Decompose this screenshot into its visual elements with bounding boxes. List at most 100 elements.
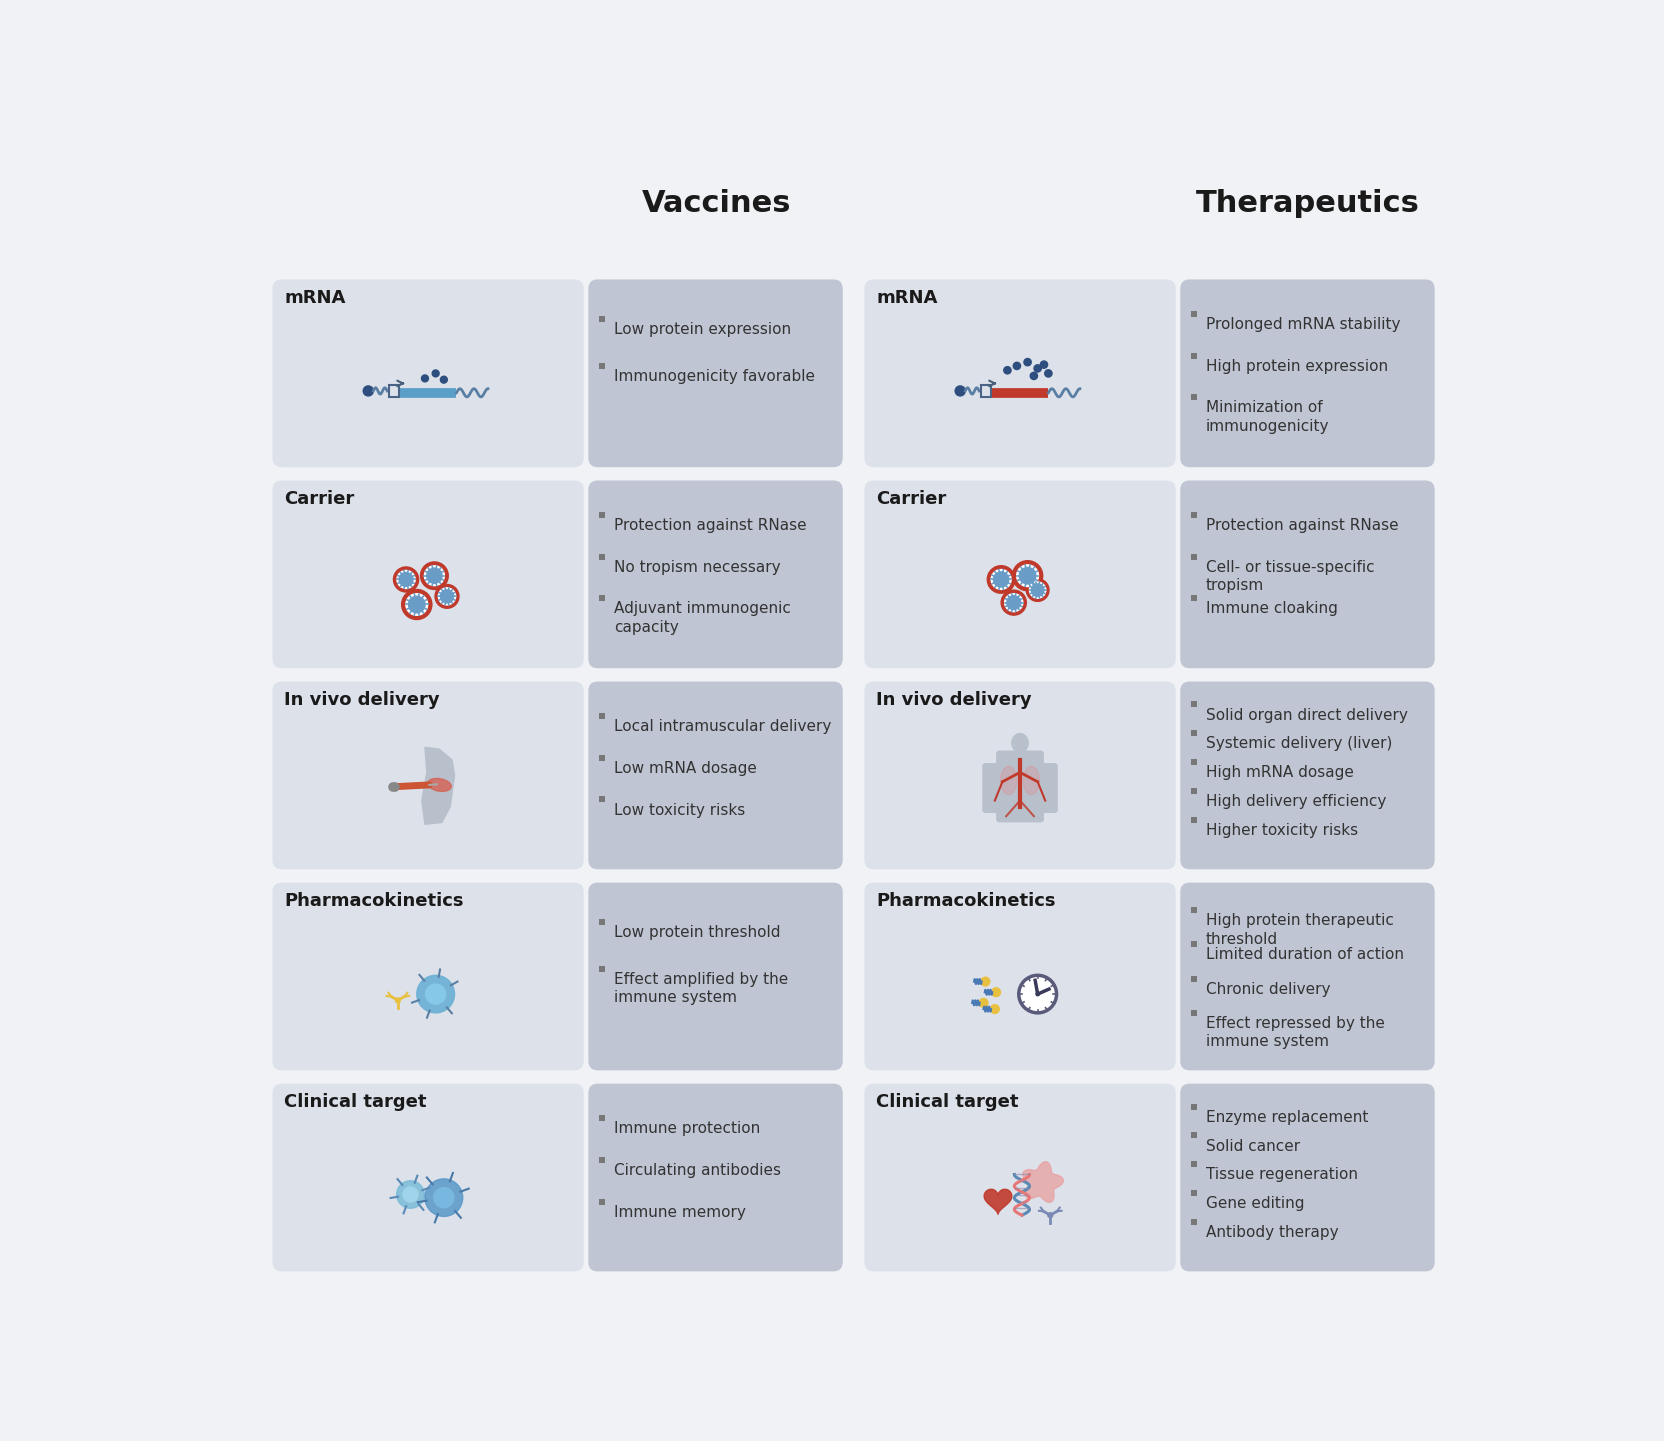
FancyBboxPatch shape xyxy=(273,1084,584,1271)
Circle shape xyxy=(1030,372,1038,379)
Circle shape xyxy=(1030,582,1047,598)
Text: Clinical target: Clinical target xyxy=(285,1092,426,1111)
Circle shape xyxy=(438,588,456,605)
Text: In vivo delivery: In vivo delivery xyxy=(875,690,1032,709)
Text: Gene editing: Gene editing xyxy=(1206,1196,1305,1212)
Text: Low protein threshold: Low protein threshold xyxy=(614,925,780,940)
Text: Systemic delivery (liver): Systemic delivery (liver) xyxy=(1206,736,1393,751)
Circle shape xyxy=(1012,561,1043,591)
Circle shape xyxy=(1040,362,1048,369)
Text: Protection against RNase: Protection against RNase xyxy=(614,519,807,533)
Circle shape xyxy=(363,386,373,396)
Text: Immune protection: Immune protection xyxy=(614,1121,760,1136)
Circle shape xyxy=(955,386,965,396)
Text: High protein expression: High protein expression xyxy=(1206,359,1388,373)
Text: Low toxicity risks: Low toxicity risks xyxy=(614,803,745,817)
Circle shape xyxy=(424,1179,463,1216)
FancyBboxPatch shape xyxy=(982,764,1002,813)
FancyBboxPatch shape xyxy=(864,1084,1176,1271)
Circle shape xyxy=(1007,595,1020,610)
Circle shape xyxy=(441,376,448,383)
Text: Enzyme replacement: Enzyme replacement xyxy=(1206,1110,1368,1124)
Circle shape xyxy=(396,999,401,1003)
Circle shape xyxy=(990,1004,1000,1013)
Text: No tropism necessary: No tropism necessary xyxy=(614,559,780,575)
Circle shape xyxy=(396,1180,424,1209)
Text: Immunogenicity favorable: Immunogenicity favorable xyxy=(614,369,815,383)
Circle shape xyxy=(992,569,1012,589)
Text: mRNA: mRNA xyxy=(285,288,346,307)
Ellipse shape xyxy=(1000,767,1017,794)
Text: Higher toxicity risks: Higher toxicity risks xyxy=(1206,823,1358,839)
FancyBboxPatch shape xyxy=(273,682,584,869)
Text: Limited duration of action: Limited duration of action xyxy=(1206,947,1404,963)
Circle shape xyxy=(426,984,446,1004)
Polygon shape xyxy=(421,748,454,824)
Text: Effect amplified by the
immune system: Effect amplified by the immune system xyxy=(614,971,789,1006)
Text: Solid organ direct delivery: Solid organ direct delivery xyxy=(1206,708,1408,722)
FancyBboxPatch shape xyxy=(1038,764,1058,813)
Text: Cell- or tissue-specific
tropism: Cell- or tissue-specific tropism xyxy=(1206,559,1374,594)
Circle shape xyxy=(433,370,439,378)
FancyBboxPatch shape xyxy=(1180,280,1434,467)
Text: Low mRNA dosage: Low mRNA dosage xyxy=(614,761,757,775)
Circle shape xyxy=(416,976,454,1013)
Circle shape xyxy=(421,562,448,589)
Circle shape xyxy=(403,1187,418,1202)
FancyBboxPatch shape xyxy=(997,751,1043,823)
Circle shape xyxy=(1045,370,1052,378)
Text: mRNA: mRNA xyxy=(875,288,937,307)
FancyBboxPatch shape xyxy=(864,682,1176,869)
FancyBboxPatch shape xyxy=(864,480,1176,669)
Circle shape xyxy=(1023,359,1032,366)
Text: Effect repressed by the
immune system: Effect repressed by the immune system xyxy=(1206,1016,1384,1049)
Text: Carrier: Carrier xyxy=(285,490,354,507)
Text: Immune memory: Immune memory xyxy=(614,1205,745,1219)
Circle shape xyxy=(978,999,988,1007)
Text: Vaccines: Vaccines xyxy=(642,189,790,218)
Circle shape xyxy=(399,572,413,586)
Text: Carrier: Carrier xyxy=(875,490,947,507)
Polygon shape xyxy=(1023,1161,1063,1202)
Text: Antibody therapy: Antibody therapy xyxy=(1206,1225,1338,1241)
Circle shape xyxy=(1033,365,1042,372)
Circle shape xyxy=(1002,591,1027,615)
Circle shape xyxy=(992,989,1000,997)
Text: In vivo delivery: In vivo delivery xyxy=(285,690,439,709)
Circle shape xyxy=(1037,993,1040,996)
Text: Solid cancer: Solid cancer xyxy=(1206,1138,1300,1154)
Circle shape xyxy=(434,1187,454,1208)
Text: Low protein expression: Low protein expression xyxy=(614,321,790,337)
Circle shape xyxy=(1003,366,1012,373)
Circle shape xyxy=(1048,1213,1053,1218)
Circle shape xyxy=(1032,584,1043,597)
Circle shape xyxy=(421,375,428,382)
FancyBboxPatch shape xyxy=(273,280,584,467)
FancyBboxPatch shape xyxy=(1180,1084,1434,1271)
Text: Therapeutics: Therapeutics xyxy=(1196,189,1419,218)
FancyBboxPatch shape xyxy=(589,882,842,1071)
Text: Pharmacokinetics: Pharmacokinetics xyxy=(285,892,464,909)
Circle shape xyxy=(1020,568,1037,584)
FancyBboxPatch shape xyxy=(589,1084,842,1271)
Text: High delivery efficiency: High delivery efficiency xyxy=(1206,794,1386,810)
Circle shape xyxy=(434,585,459,608)
Text: Minimization of
immunogenicity: Minimization of immunogenicity xyxy=(1206,401,1330,434)
Circle shape xyxy=(1027,579,1048,601)
Circle shape xyxy=(441,589,454,602)
Circle shape xyxy=(1005,594,1023,611)
Text: High mRNA dosage: High mRNA dosage xyxy=(1206,765,1354,781)
Circle shape xyxy=(1017,565,1038,586)
Circle shape xyxy=(393,566,419,592)
Text: Tissue regeneration: Tissue regeneration xyxy=(1206,1167,1358,1183)
FancyBboxPatch shape xyxy=(589,480,842,669)
Circle shape xyxy=(426,568,443,584)
Polygon shape xyxy=(983,1189,1012,1215)
Circle shape xyxy=(398,571,414,588)
Circle shape xyxy=(1013,362,1020,369)
Text: Adjuvant immunogenic
capacity: Adjuvant immunogenic capacity xyxy=(614,601,790,635)
Text: Clinical target: Clinical target xyxy=(875,1092,1018,1111)
Circle shape xyxy=(406,594,428,615)
FancyBboxPatch shape xyxy=(864,280,1176,467)
Ellipse shape xyxy=(1023,767,1040,794)
